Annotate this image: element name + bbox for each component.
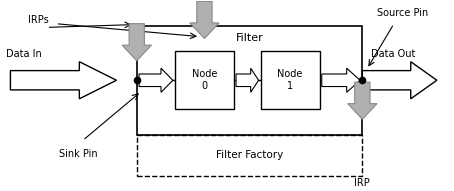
Text: IRPs: IRPs <box>29 15 49 25</box>
Polygon shape <box>322 68 360 92</box>
Polygon shape <box>236 68 259 92</box>
Text: Data In: Data In <box>6 49 42 59</box>
Bar <box>175 52 234 109</box>
Text: Node
0: Node 0 <box>192 70 217 91</box>
Text: Node
1: Node 1 <box>277 70 303 91</box>
Bar <box>261 52 320 109</box>
Text: Source Pin: Source Pin <box>377 7 429 18</box>
Bar <box>137 135 362 176</box>
Polygon shape <box>122 24 152 61</box>
Bar <box>137 26 362 135</box>
Text: Data Out: Data Out <box>371 49 416 59</box>
Text: IRP: IRP <box>355 178 370 188</box>
Polygon shape <box>190 1 219 39</box>
Text: Filter: Filter <box>236 33 263 43</box>
Polygon shape <box>348 82 377 119</box>
Polygon shape <box>362 62 437 99</box>
Text: Sink Pin: Sink Pin <box>59 149 98 159</box>
Polygon shape <box>10 62 116 99</box>
Text: Filter Factory: Filter Factory <box>216 151 283 160</box>
Polygon shape <box>139 68 173 92</box>
